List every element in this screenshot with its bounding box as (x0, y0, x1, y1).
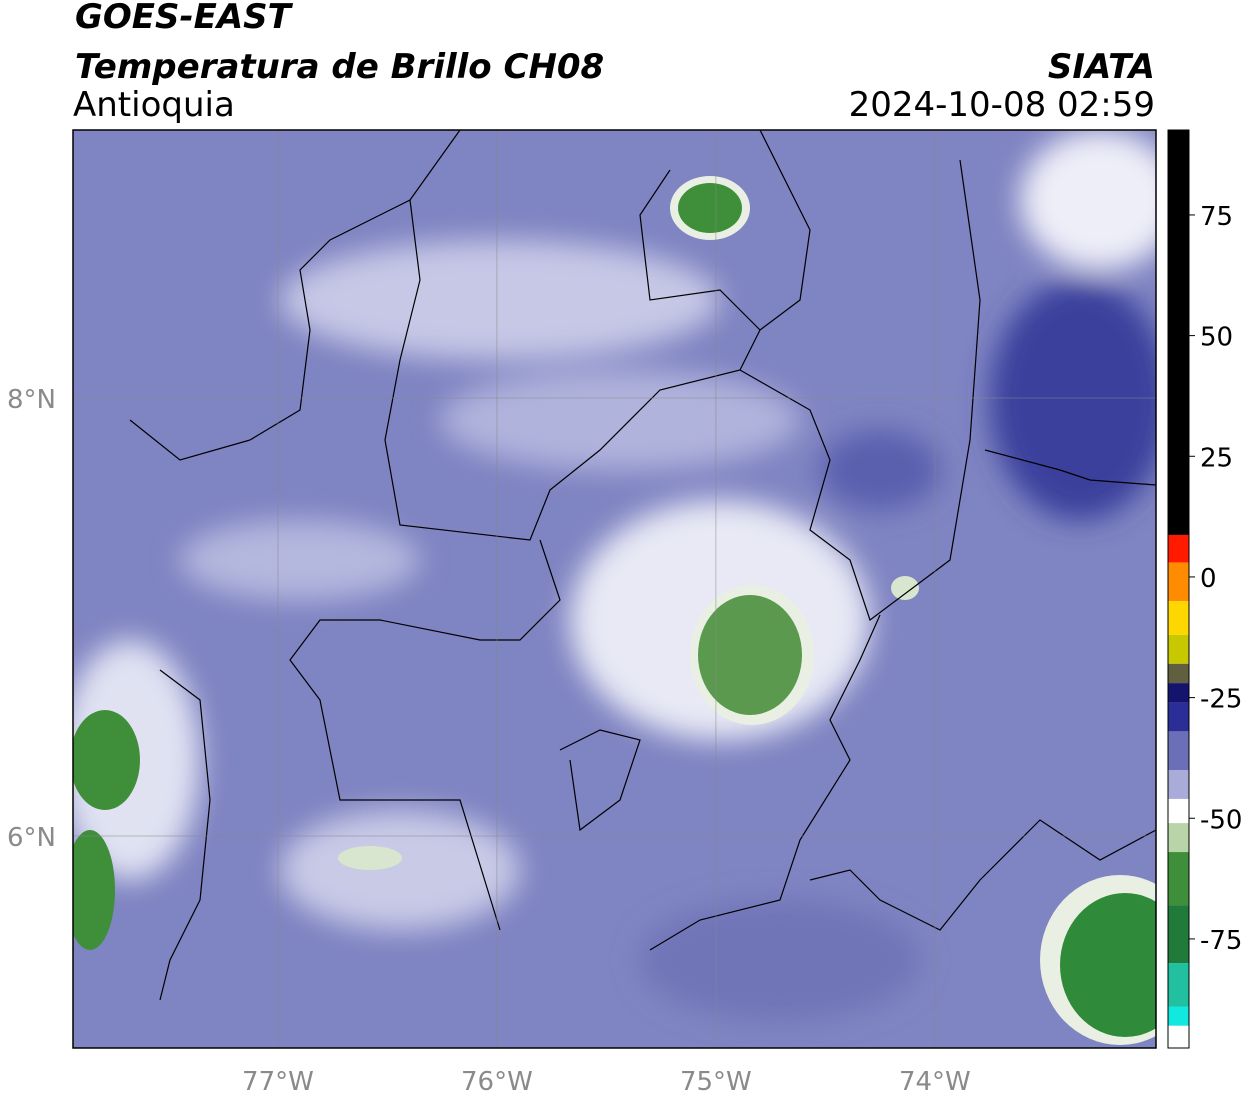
colorbar-segment (1168, 601, 1189, 635)
product: Temperatura de Brillo CH08 (75, 47, 604, 87)
title: GOES-EAST (75, 0, 294, 37)
colorbar: 75 50 25 0 -25 -50 -75 (1168, 130, 1242, 1048)
colorbar-segment (1168, 663, 1189, 684)
colorbar-segment (1168, 769, 1189, 799)
colorbar-tick-label: 75 (1200, 202, 1233, 232)
colorbar-segment (1168, 905, 1189, 964)
lon-tick-label: 76°W (461, 1067, 533, 1097)
colorbar-tick-label: -25 (1200, 685, 1242, 715)
map-frame (72, 129, 1157, 1049)
colorbar-segment (1168, 1006, 1189, 1026)
colorbar-tick-label: 0 (1200, 564, 1217, 594)
colorbar-segment (1168, 683, 1189, 703)
colorbar-frame (1167, 129, 1190, 1049)
colorbar-segment (1168, 634, 1189, 664)
colorbar-segment (1168, 823, 1189, 853)
source: SIATA (1048, 47, 1155, 87)
lat-tick-label: 6°N (7, 823, 56, 853)
colorbar-segment (1168, 852, 1189, 906)
colorbar-tick-label: 25 (1200, 443, 1233, 473)
grid: 77°W 76°W 75°W 74°W 8°N 6°N (7, 130, 1156, 1097)
colorbar-segment (1168, 702, 1189, 732)
colorbar-tick-label: -75 (1200, 926, 1242, 956)
colorbar-segment (1168, 1025, 1189, 1048)
lon-tick-label: 75°W (680, 1067, 752, 1097)
colorbar-segment (1168, 562, 1189, 602)
colorbar-tick-label: 50 (1200, 323, 1233, 353)
lat-tick-label: 8°N (7, 385, 56, 415)
timestamp: 2024-10-08 02:59 (849, 85, 1155, 125)
colorbar-tick-label: -50 (1200, 805, 1242, 835)
colorbar-segment (1168, 130, 1189, 535)
lon-tick-label: 77°W (242, 1067, 314, 1097)
imagery (73, 130, 1156, 1048)
colorbar-segment (1168, 963, 1189, 1007)
region: Antioquia (73, 85, 235, 125)
colorbar-segment (1168, 731, 1189, 770)
colorbar-segment (1168, 534, 1189, 563)
lon-tick-label: 74°W (899, 1067, 971, 1097)
colorbar-segment (1168, 798, 1189, 824)
